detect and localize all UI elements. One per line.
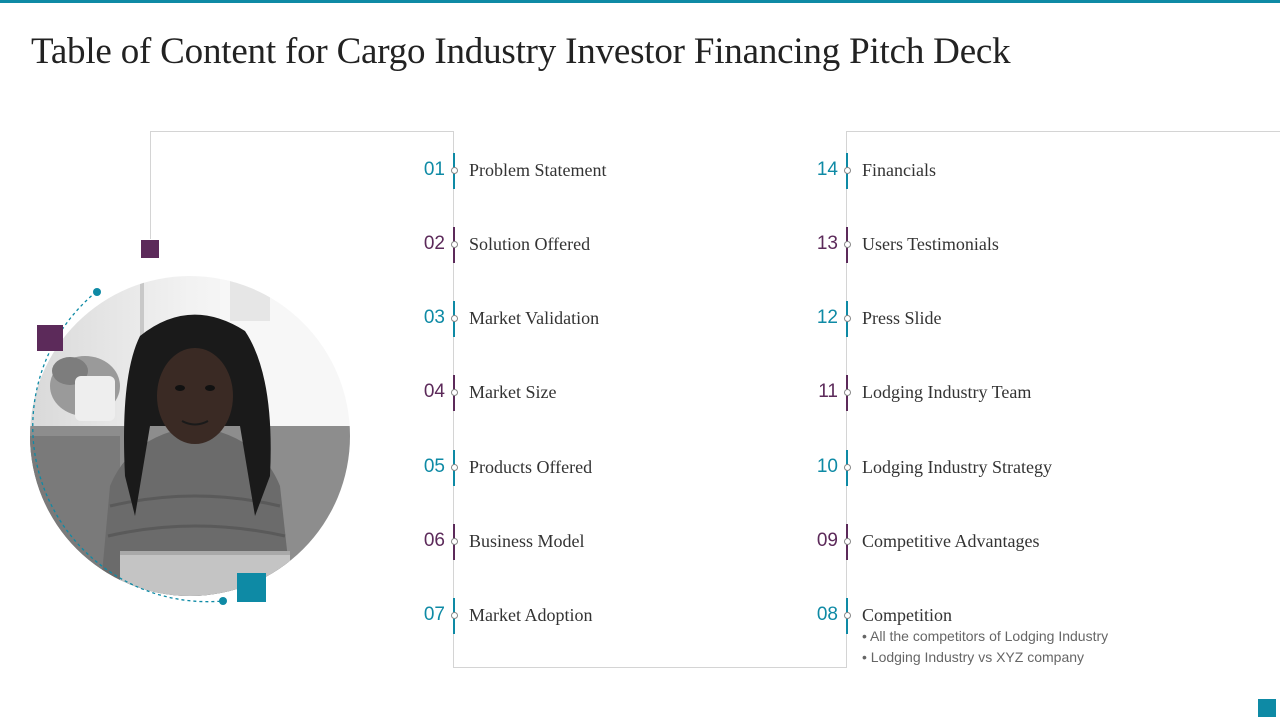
toc-left-dot-01 [451, 167, 458, 174]
person-photo [30, 276, 350, 596]
toc-left-dot-02 [451, 241, 458, 248]
item-label: Market Adoption [469, 605, 593, 625]
toc-right-dot-11 [844, 389, 851, 396]
item-number: 07 [423, 604, 445, 625]
toc-right-number-12: 12 [786, 303, 838, 333]
item-number: 05 [423, 456, 445, 477]
toc-right-dot-12 [844, 315, 851, 322]
item-label: Financials [862, 160, 936, 180]
item-label: Problem Statement [469, 160, 607, 180]
toc-right-number-10: 10 [786, 452, 838, 482]
frame-line-right-top [846, 131, 1280, 132]
toc-left-dot-06 [451, 538, 458, 545]
item-number: 14 [816, 159, 838, 180]
item-label: Lodging Industry Team [862, 382, 1032, 402]
item-label: Lodging Industry Strategy [862, 457, 1052, 477]
toc-right-number-11: 11 [786, 377, 838, 407]
toc-left-number-07: 07 [393, 600, 445, 630]
item-label: Competition [862, 605, 952, 625]
frame-line-left-top [150, 131, 454, 132]
toc-left-dot-07 [451, 612, 458, 619]
toc-left-dot-05 [451, 464, 458, 471]
item-number: 08 [816, 604, 838, 625]
top-accent-bar [0, 0, 1280, 3]
toc-right-number-09: 09 [786, 526, 838, 556]
deco-square-teal [237, 573, 266, 602]
item-number: 09 [816, 530, 838, 551]
deco-square-purple [37, 325, 63, 351]
toc-right-number-14: 14 [786, 155, 838, 185]
deco-square-small-purple [141, 240, 159, 258]
toc-right-dot-09 [844, 538, 851, 545]
person-photo-illustration [30, 276, 350, 596]
toc-left-number-02: 02 [393, 229, 445, 259]
competition-bullet-1: • All the competitors of Lodging Industr… [862, 628, 1109, 644]
toc-left-number-01: 01 [393, 155, 445, 185]
item-number: 11 [818, 381, 838, 402]
toc-left-dot-03 [451, 315, 458, 322]
item-number: 01 [423, 159, 445, 180]
toc-left-number-06: 06 [393, 526, 445, 556]
item-label: Market Validation [469, 308, 600, 328]
toc-right-dot-10 [844, 464, 851, 471]
arc-end-dot-top [93, 288, 101, 296]
item-number: 02 [423, 233, 445, 254]
item-number: 13 [816, 233, 838, 254]
toc-right-dot-08 [844, 612, 851, 619]
item-number: 03 [423, 307, 445, 328]
toc-left-dot-04 [451, 389, 458, 396]
frame-line-bottom [453, 667, 847, 668]
item-label: Press Slide [862, 308, 942, 328]
corner-square [1258, 699, 1276, 717]
item-label: Market Size [469, 382, 557, 402]
item-number: 10 [816, 456, 838, 477]
toc-right-number-13: 13 [786, 229, 838, 259]
competition-bullet-2: • Lodging Industry vs XYZ company [862, 649, 1085, 665]
toc-right-dot-14 [844, 167, 851, 174]
item-number: 06 [423, 530, 445, 551]
toc-right-dot-13 [844, 241, 851, 248]
item-label: Products Offered [469, 457, 593, 477]
item-label: Users Testimonials [862, 234, 999, 254]
toc-left-number-04: 04 [393, 377, 445, 407]
toc-right-number-08: 08 [786, 600, 838, 630]
toc-left-number-03: 03 [393, 303, 445, 333]
item-number: 12 [816, 307, 838, 328]
page-title: Table of Content for Cargo Industry Inve… [31, 31, 1011, 72]
arc-end-dot-bottom [219, 597, 227, 605]
item-number: 04 [423, 381, 445, 402]
item-label: Solution Offered [469, 234, 591, 254]
item-label: Competitive Advantages [862, 531, 1040, 551]
toc-left-number-05: 05 [393, 452, 445, 482]
item-label: Business Model [469, 531, 585, 551]
frame-line-left-vertical [150, 131, 151, 239]
